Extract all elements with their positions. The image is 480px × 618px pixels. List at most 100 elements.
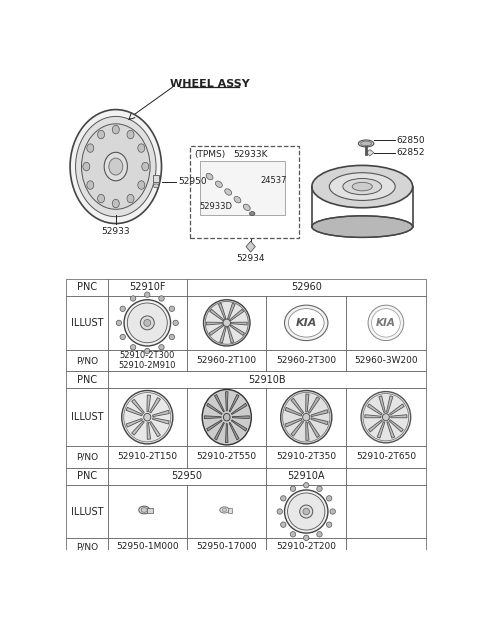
Text: KIA: KIA xyxy=(376,318,396,328)
Polygon shape xyxy=(389,420,403,432)
Polygon shape xyxy=(147,423,151,439)
Text: 52910B: 52910B xyxy=(248,375,286,385)
Polygon shape xyxy=(308,421,320,438)
Bar xyxy=(108,279,187,296)
Ellipse shape xyxy=(220,507,229,513)
Bar xyxy=(108,388,187,446)
Ellipse shape xyxy=(372,308,400,337)
Text: P/NO: P/NO xyxy=(76,542,98,551)
Bar xyxy=(147,507,153,513)
Ellipse shape xyxy=(112,199,120,208)
Ellipse shape xyxy=(75,116,156,217)
Bar xyxy=(108,485,187,538)
Text: PNC: PNC xyxy=(77,471,97,481)
Polygon shape xyxy=(231,420,247,431)
Text: 62850: 62850 xyxy=(396,136,425,145)
Text: ILLUST: ILLUST xyxy=(71,412,103,422)
Text: 52934: 52934 xyxy=(236,253,265,263)
Ellipse shape xyxy=(300,505,313,518)
Polygon shape xyxy=(369,420,383,432)
Polygon shape xyxy=(377,421,385,438)
Ellipse shape xyxy=(116,320,121,326)
Text: 52960-2T300: 52960-2T300 xyxy=(276,356,336,365)
Polygon shape xyxy=(218,303,226,320)
Ellipse shape xyxy=(329,172,395,200)
Polygon shape xyxy=(230,324,244,336)
Polygon shape xyxy=(311,410,328,417)
Polygon shape xyxy=(206,322,223,325)
Ellipse shape xyxy=(360,141,372,146)
Polygon shape xyxy=(126,407,143,416)
Polygon shape xyxy=(132,421,144,435)
Bar xyxy=(108,446,187,468)
Ellipse shape xyxy=(223,413,230,421)
Bar xyxy=(187,296,266,350)
Bar xyxy=(108,538,187,554)
Polygon shape xyxy=(386,396,393,413)
Polygon shape xyxy=(391,415,407,418)
Ellipse shape xyxy=(144,413,151,421)
Polygon shape xyxy=(226,423,228,442)
Text: 52910-2T350: 52910-2T350 xyxy=(276,452,336,462)
Ellipse shape xyxy=(144,292,150,297)
Ellipse shape xyxy=(368,305,404,341)
Ellipse shape xyxy=(223,319,230,326)
Text: 52950: 52950 xyxy=(178,177,206,187)
Ellipse shape xyxy=(144,320,151,326)
Ellipse shape xyxy=(326,522,332,527)
Bar xyxy=(266,446,346,468)
Polygon shape xyxy=(228,303,235,320)
Bar xyxy=(187,279,426,296)
Ellipse shape xyxy=(120,334,125,340)
Ellipse shape xyxy=(352,182,372,191)
Ellipse shape xyxy=(281,391,332,444)
Text: PNC: PNC xyxy=(77,282,97,292)
Bar xyxy=(66,388,108,446)
Ellipse shape xyxy=(383,413,389,421)
Bar xyxy=(66,485,108,538)
Text: 62852: 62852 xyxy=(396,148,425,157)
Ellipse shape xyxy=(169,334,175,340)
Bar xyxy=(66,296,108,350)
Polygon shape xyxy=(215,394,224,412)
Ellipse shape xyxy=(317,486,322,491)
Ellipse shape xyxy=(138,181,145,189)
Polygon shape xyxy=(227,327,234,343)
Polygon shape xyxy=(306,394,309,412)
Polygon shape xyxy=(209,324,224,336)
Ellipse shape xyxy=(303,535,309,541)
Bar xyxy=(266,468,346,485)
Polygon shape xyxy=(308,397,320,413)
Text: 52960: 52960 xyxy=(291,282,322,292)
Text: 52910F: 52910F xyxy=(129,282,166,292)
Ellipse shape xyxy=(127,130,134,139)
Ellipse shape xyxy=(216,181,222,187)
Text: 52933: 52933 xyxy=(101,227,130,235)
Bar xyxy=(346,296,426,350)
Bar xyxy=(153,175,159,182)
Text: 52910A: 52910A xyxy=(288,471,325,481)
Ellipse shape xyxy=(204,300,250,346)
Bar xyxy=(66,538,108,554)
Text: KIA: KIA xyxy=(296,318,317,328)
Ellipse shape xyxy=(138,144,145,152)
Polygon shape xyxy=(132,399,144,413)
Polygon shape xyxy=(207,404,222,415)
Ellipse shape xyxy=(173,320,179,326)
Text: 52910-2T650: 52910-2T650 xyxy=(356,452,416,462)
Bar xyxy=(346,388,426,446)
Ellipse shape xyxy=(222,509,227,512)
Bar xyxy=(187,538,266,554)
Text: 52910-2T550: 52910-2T550 xyxy=(197,452,257,462)
Ellipse shape xyxy=(159,296,164,301)
Bar xyxy=(187,446,266,468)
Ellipse shape xyxy=(312,166,413,208)
Ellipse shape xyxy=(317,531,322,537)
Polygon shape xyxy=(285,418,302,427)
Polygon shape xyxy=(147,395,151,412)
Bar xyxy=(66,279,108,296)
Bar xyxy=(108,468,266,485)
Polygon shape xyxy=(311,418,328,425)
Polygon shape xyxy=(231,404,247,415)
Ellipse shape xyxy=(343,179,382,195)
